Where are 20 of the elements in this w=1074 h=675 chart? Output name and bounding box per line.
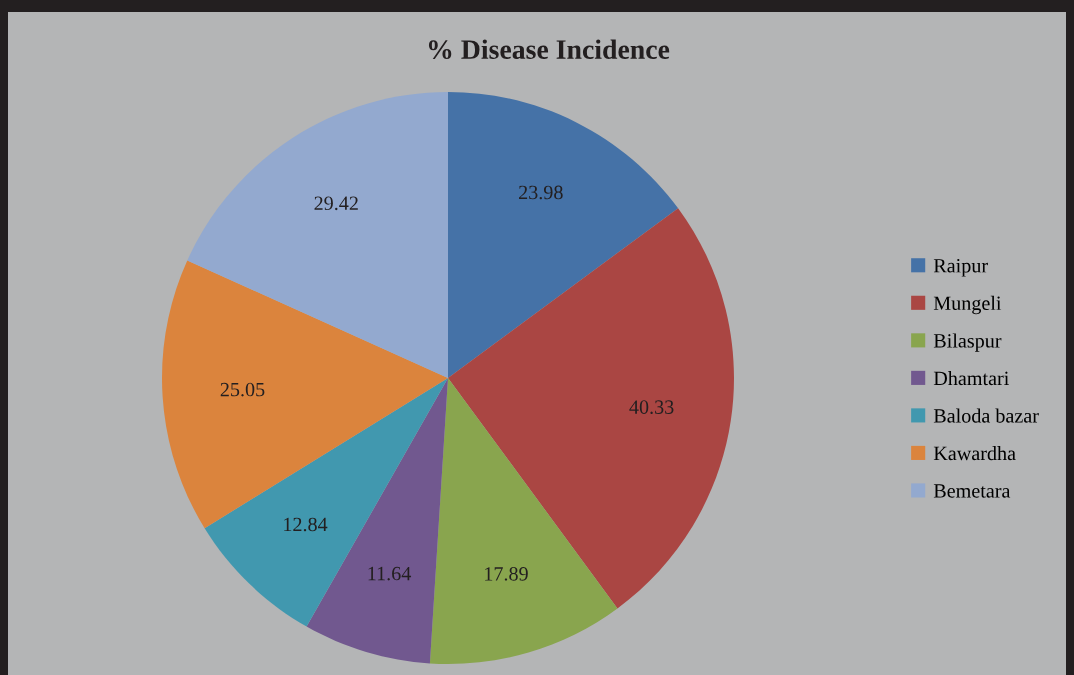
pie-slice	[448, 208, 734, 609]
legend-label: Bilaspur	[933, 333, 1002, 352]
chart-title: % Disease Incidence	[428, 39, 670, 60]
legend-label: Mungeli	[933, 295, 1002, 315]
legend-label: Bemetara	[933, 484, 1011, 498]
pie-slice	[429, 378, 618, 664]
legend-label: Raipur	[933, 258, 988, 277]
data-label: 25.05	[220, 382, 265, 397]
pie-slice	[187, 92, 448, 378]
data-label: 17.89	[485, 567, 528, 581]
legend-label: Baloda bazar	[933, 408, 1039, 423]
data-label: 12.84	[284, 517, 328, 532]
data-label: 11.64	[368, 566, 412, 581]
pie-slice	[204, 378, 448, 627]
data-label: 40.33	[629, 400, 674, 414]
legend-label: Dhamtari	[933, 370, 1009, 386]
pie-slice	[448, 92, 679, 378]
legend-label: Kawardha	[933, 445, 1016, 461]
data-label: 29.42	[314, 196, 358, 211]
data-label: 23.98	[519, 185, 563, 200]
